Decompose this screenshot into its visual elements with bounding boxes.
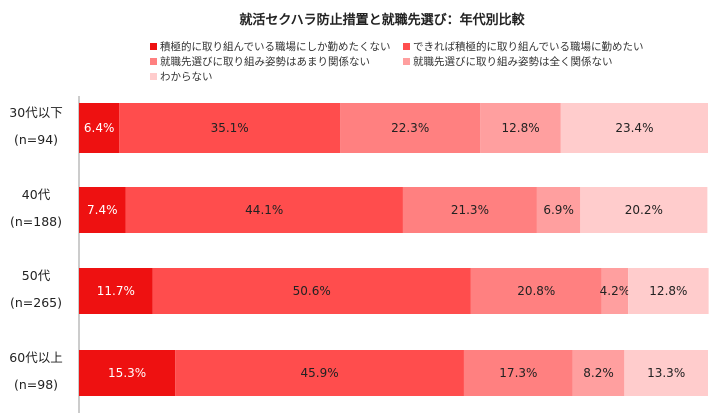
bar-segment xyxy=(119,103,341,153)
legend-label-4: 就職先選びに取り組み姿勢は全く関係ない xyxy=(413,55,613,68)
bar-segment xyxy=(536,187,581,233)
data-label: 45.9% xyxy=(301,366,339,380)
bar-segment xyxy=(402,187,537,233)
legend: 積極的に取り組んでいる職場にしか勤めたくない できれば積極的に取り組んでいる職場に… xyxy=(150,40,643,83)
data-label: 12.8% xyxy=(501,121,539,135)
category-label: 60代以上 xyxy=(9,350,62,365)
bar-segment xyxy=(340,103,481,153)
data-label: 8.2% xyxy=(583,366,614,380)
legend-swatch-3 xyxy=(150,58,157,65)
data-label: 20.8% xyxy=(517,284,555,298)
bar-segment xyxy=(560,103,708,153)
data-label: 17.3% xyxy=(499,366,537,380)
bar-segment xyxy=(624,350,708,396)
bar-segment xyxy=(572,350,625,396)
data-label: 7.4% xyxy=(87,203,118,217)
category-label: 30代以下 xyxy=(9,105,62,120)
data-label: 23.4% xyxy=(615,121,653,135)
data-label: 12.8% xyxy=(649,284,687,298)
data-label: 35.1% xyxy=(211,121,249,135)
data-label: 6.9% xyxy=(543,203,574,217)
legend-swatch-5 xyxy=(150,73,157,80)
data-label: 6.4% xyxy=(84,121,115,135)
legend-label-2: できれば積極的に取り組んでいる職場に勤めたい xyxy=(413,40,643,53)
bar-segment xyxy=(152,268,471,314)
data-label: 11.7% xyxy=(97,284,135,298)
category-label: 40代 xyxy=(22,187,51,202)
data-label: 50.6% xyxy=(293,284,331,298)
category-count-label: (n=265) xyxy=(10,295,62,310)
legend-swatch-1 xyxy=(150,43,157,50)
bar-segment xyxy=(79,350,176,396)
bar-segment xyxy=(628,268,709,314)
bar-segment xyxy=(601,268,629,314)
data-label: 15.3% xyxy=(108,366,146,380)
bar-segment xyxy=(480,103,561,153)
bar-segment xyxy=(175,350,464,396)
data-label: 21.3% xyxy=(451,203,489,217)
chart-title: 就活セクハラ防止措置と就職先選び：年代別比較 xyxy=(239,12,525,28)
bar-segment xyxy=(79,103,120,153)
legend-label-5: わからない xyxy=(160,71,213,83)
category-count-label: (n=98) xyxy=(14,377,58,392)
legend-label-1: 積極的に取り組んでいる職場にしか勤めたくない xyxy=(160,40,390,53)
data-label: 13.3% xyxy=(647,366,685,380)
bar-segment xyxy=(79,187,126,233)
bar-segment xyxy=(580,187,708,233)
data-label: 20.2% xyxy=(625,203,663,217)
category-label: 50代 xyxy=(22,268,51,283)
legend-swatch-4 xyxy=(403,58,410,65)
bar-segment xyxy=(463,350,573,396)
bar-segment xyxy=(470,268,602,314)
bar-segment xyxy=(79,268,153,314)
bar-segment xyxy=(125,187,403,233)
data-label: 44.1% xyxy=(245,203,283,217)
data-label: 22.3% xyxy=(391,121,429,135)
legend-swatch-2 xyxy=(403,43,410,50)
category-count-label: (n=188) xyxy=(10,214,62,229)
plot-area: 30代以下 (n=94) 6.4% 35.1% 22.3% 12.8% 23.4% 40代 (n… xyxy=(9,96,709,413)
legend-label-3: 就職先選びに取り組み姿勢はあまり関係ない xyxy=(160,55,370,68)
data-label: 4.2% xyxy=(600,284,631,298)
category-count-label: (n=94) xyxy=(14,132,58,147)
